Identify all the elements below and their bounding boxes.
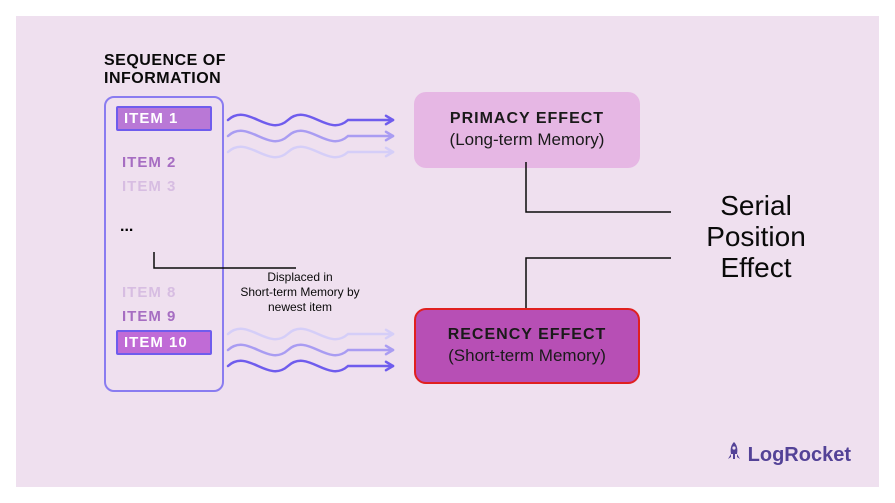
- displaced-line1: Displaced in: [230, 270, 370, 285]
- sequence-item: ITEM 1: [116, 106, 212, 131]
- bracket-connector: [516, 156, 686, 326]
- sequence-title: SEQUENCE OF INFORMATION: [104, 52, 226, 89]
- sequence-item: ITEM 9: [116, 306, 182, 327]
- arrows-to-recency: [228, 322, 408, 382]
- diagram-canvas: SEQUENCE OF INFORMATION ITEM 1 ITEM 2 ITEM…: [16, 16, 879, 487]
- spe-line2: Position: [676, 222, 836, 253]
- spe-line1: Serial: [676, 191, 836, 222]
- displaced-note: Displaced in Short-term Memory by newest…: [230, 270, 370, 315]
- sequence-ellipsis: ...: [120, 218, 212, 236]
- sequence-item: ITEM 2: [116, 152, 182, 173]
- displaced-line3: newest item: [230, 300, 370, 315]
- sequence-item: ITEM 10: [116, 330, 212, 355]
- serial-position-effect-label: Serial Position Effect: [676, 191, 836, 283]
- sequence-title-line1: SEQUENCE OF: [104, 52, 226, 70]
- rocket-icon: [724, 441, 744, 469]
- displaced-line2: Short-term Memory by: [230, 285, 370, 300]
- recency-title: RECENCY EFFECT: [444, 326, 610, 344]
- primacy-title: PRIMACY EFFECT: [444, 110, 610, 128]
- spe-line3: Effect: [676, 253, 836, 284]
- recency-subtitle: (Short-term Memory): [444, 346, 610, 366]
- logrocket-brand: LogRocket: [724, 441, 851, 469]
- sequence-item: ITEM 3: [116, 176, 182, 197]
- primacy-subtitle: (Long-term Memory): [444, 130, 610, 150]
- brand-text: LogRocket: [748, 444, 851, 467]
- arrows-to-primacy: [228, 108, 408, 168]
- sequence-item: ITEM 8: [116, 282, 182, 303]
- sequence-title-line2: INFORMATION: [104, 70, 226, 88]
